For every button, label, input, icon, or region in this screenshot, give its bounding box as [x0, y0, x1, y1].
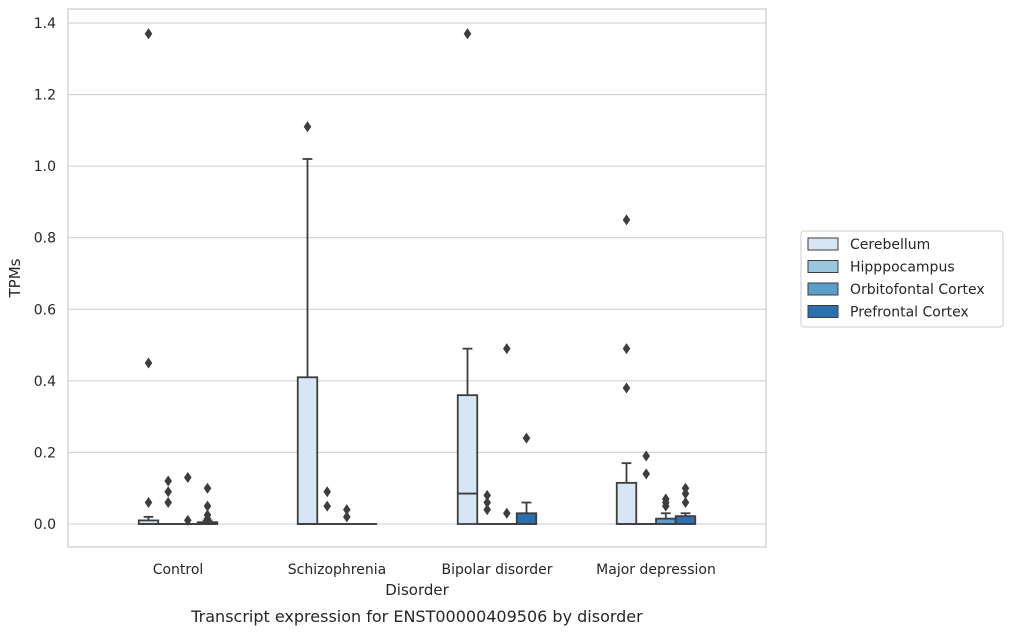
plot-area-frame	[67, 8, 767, 548]
box-iqr	[515, 512, 538, 525]
outlier-point	[622, 214, 631, 226]
box-hipppocampus	[476, 489, 498, 525]
box-hipppocampus	[157, 475, 179, 525]
outlier-point	[303, 121, 312, 133]
box-cerebellum	[137, 28, 160, 525]
box-plot-series	[137, 28, 697, 526]
box-prefrontal-cortex	[196, 482, 219, 525]
grid-lines	[68, 22, 766, 525]
y-axis-label: TPMs	[6, 258, 24, 298]
x-tick-label: Major depression	[596, 562, 716, 578]
outlier-point	[642, 450, 650, 462]
outlier-point	[203, 513, 212, 525]
outlier-point	[203, 482, 212, 494]
box-hipppocampus	[316, 486, 338, 525]
outlier-point	[681, 497, 690, 509]
legend-swatch	[807, 237, 839, 251]
outlier-point	[144, 28, 153, 40]
y-tick-label: 0.4	[34, 374, 56, 390]
outlier-point	[522, 432, 531, 444]
outlier-point	[642, 468, 650, 480]
box-iqr	[296, 376, 319, 525]
outlier-point	[483, 497, 491, 509]
outlier-point	[164, 475, 172, 487]
box-iqr	[615, 481, 638, 525]
y-tick-labels: 0.0 0.2 0.4 0.6 0.8 1.0 1.2 1.4	[34, 16, 56, 533]
outlier-point	[622, 343, 631, 355]
outlier-point	[323, 486, 331, 498]
box-orbitofontal-cortex	[336, 504, 358, 525]
legend-swatch	[807, 282, 839, 296]
outlier-point	[164, 486, 172, 498]
outlier-point	[622, 382, 631, 394]
outlier-point	[483, 504, 491, 516]
outlier-point	[662, 500, 670, 512]
y-tick-label: 1.0	[34, 159, 56, 175]
box-cerebellum	[615, 214, 638, 525]
outlier-point	[503, 343, 511, 355]
outlier-point	[164, 497, 172, 509]
y-tick-label: 0.6	[34, 302, 56, 318]
outlier-point	[483, 489, 491, 501]
legend: Cerebellum Hipppocampus Orbitofontal Corte…	[800, 230, 1004, 328]
box-prefrontal-cortex	[674, 482, 697, 525]
box-prefrontal-cortex	[515, 432, 538, 525]
x-axis-label: Disorder	[385, 581, 449, 599]
box-orbitofontal-cortex	[177, 471, 199, 526]
outlier-point	[203, 500, 212, 512]
outlier-point	[144, 357, 153, 369]
legend-frame	[800, 230, 1004, 328]
y-tick-label: 0.2	[34, 445, 56, 461]
box-cerebellum	[456, 28, 479, 525]
legend-swatch	[807, 305, 839, 318]
box-iqr	[674, 515, 697, 525]
outlier-point	[144, 497, 153, 509]
box-hipppocampus	[635, 450, 657, 525]
x-tick-label: Schizophrenia	[288, 562, 386, 578]
outlier-point	[343, 511, 351, 523]
legend-label: Cerebellum	[850, 237, 930, 253]
legend-swatch	[807, 260, 839, 273]
box-orbitofontal-cortex	[496, 343, 518, 525]
legend-label: Orbitofontal Cortex	[850, 282, 985, 298]
outlier-point	[343, 504, 351, 516]
x-tick-label: Control	[153, 562, 204, 578]
outlier-point	[503, 507, 511, 519]
box-orbitofontal-cortex	[655, 493, 677, 525]
y-tick-label: 1.4	[34, 16, 56, 32]
legend-label: Prefrontal Cortex	[850, 305, 969, 321]
outlier-point	[463, 28, 472, 40]
outlier-point	[323, 500, 331, 512]
chart-caption: Transcript expression for ENST0000040950…	[190, 607, 643, 626]
x-tick-label: Bipolar disorder	[441, 562, 552, 578]
y-tick-label: 0.8	[34, 231, 56, 247]
outlier-point	[184, 514, 192, 526]
y-tick-label: 0.0	[34, 517, 56, 533]
box-cerebellum	[296, 121, 319, 525]
legend-label: Hipppocampus	[850, 260, 955, 276]
box-iqr	[456, 394, 479, 525]
outlier-point	[184, 471, 192, 483]
outlier-point	[681, 488, 690, 500]
y-tick-label: 1.2	[34, 88, 56, 104]
x-tick-labels: Control Schizophrenia Bipolar disorder Majo…	[153, 562, 716, 578]
